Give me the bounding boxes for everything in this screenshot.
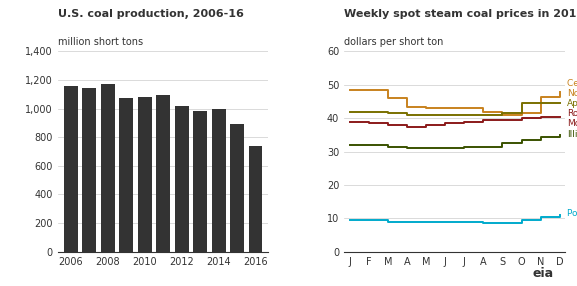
Bar bbox=[82, 88, 96, 252]
Bar bbox=[230, 124, 244, 252]
Text: Central and: Central and bbox=[567, 79, 577, 88]
Text: U.S. coal production, 2006-16: U.S. coal production, 2006-16 bbox=[58, 9, 243, 19]
Text: Powder River: Powder River bbox=[567, 209, 577, 218]
Bar bbox=[156, 95, 170, 252]
Text: Northern: Northern bbox=[567, 89, 577, 98]
Bar bbox=[119, 98, 133, 252]
Text: Rocky: Rocky bbox=[567, 109, 577, 118]
Text: Appalachian: Appalachian bbox=[567, 99, 577, 108]
Bar bbox=[249, 146, 263, 252]
Text: eia: eia bbox=[533, 267, 554, 280]
Bar bbox=[175, 106, 189, 252]
Bar bbox=[212, 109, 226, 252]
Text: Illinois: Illinois bbox=[567, 130, 577, 139]
Text: dollars per short ton: dollars per short ton bbox=[344, 37, 444, 47]
Bar bbox=[138, 97, 152, 252]
Bar bbox=[193, 111, 207, 252]
Text: Weekly spot steam coal prices in 2016: Weekly spot steam coal prices in 2016 bbox=[344, 9, 577, 19]
Text: Mountain: Mountain bbox=[567, 119, 577, 128]
Text: million short tons: million short tons bbox=[58, 37, 143, 47]
Bar bbox=[63, 86, 77, 252]
Bar bbox=[101, 84, 115, 252]
